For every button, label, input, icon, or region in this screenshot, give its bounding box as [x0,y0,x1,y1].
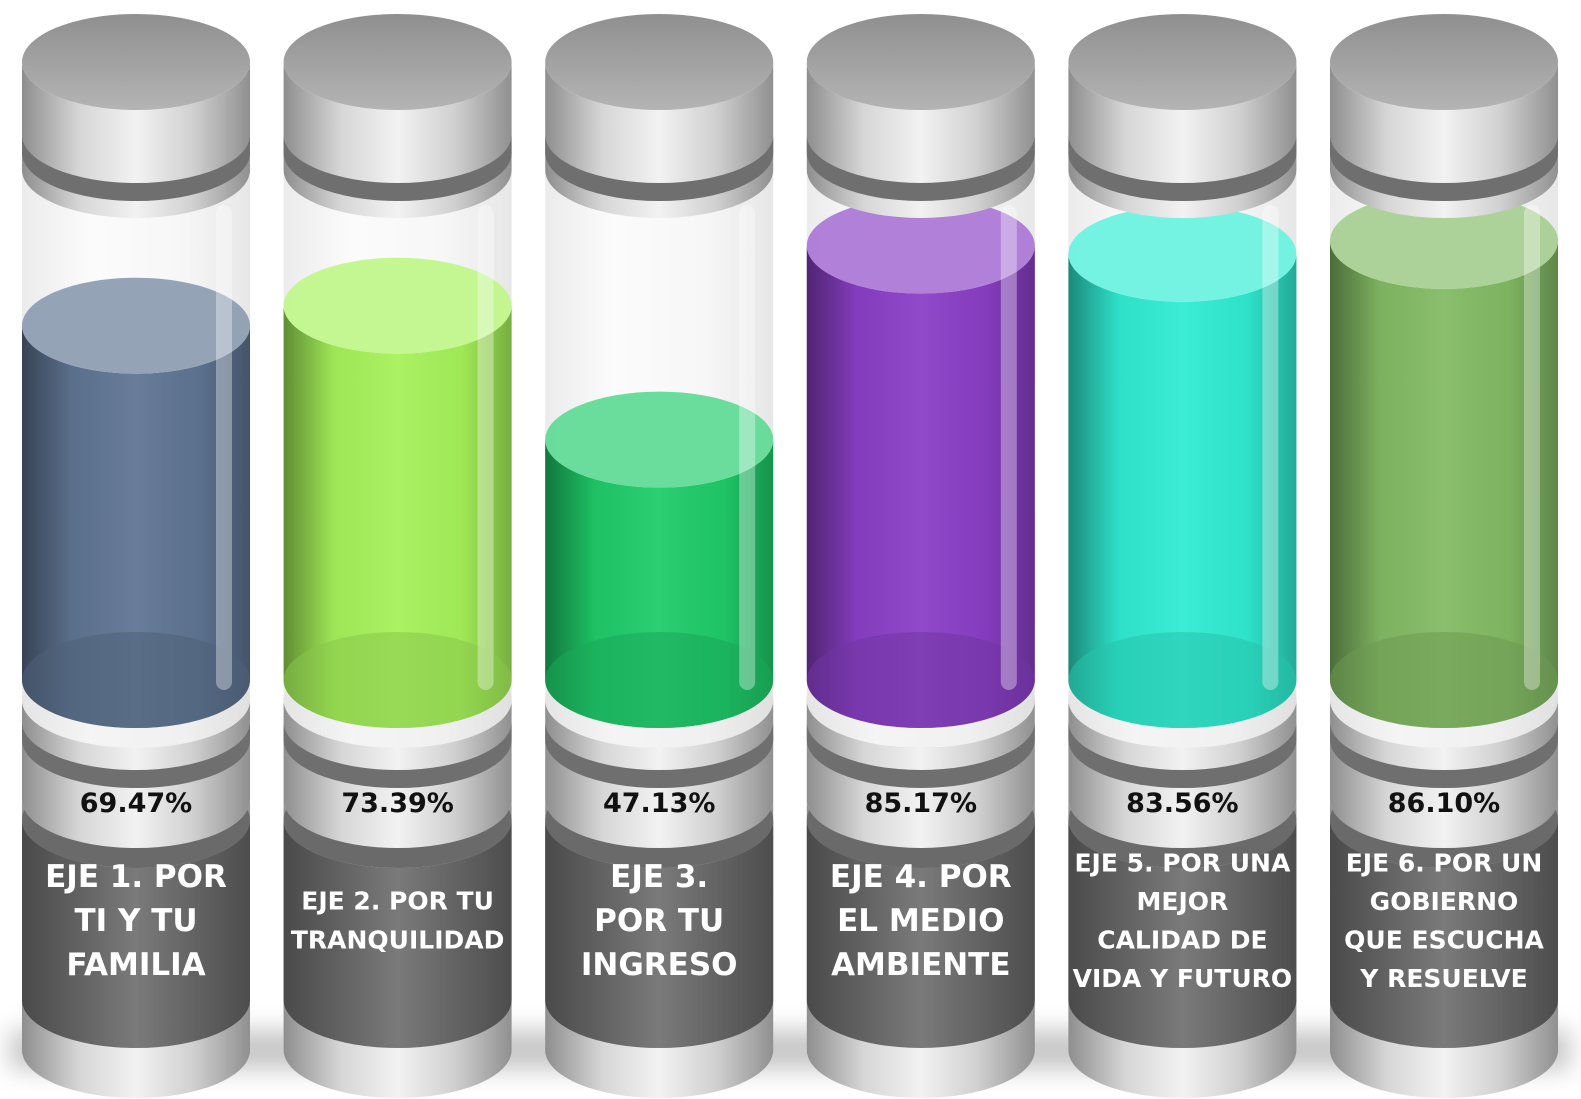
cylinder-6: 86.10% EJE 6. POR UN GOBIERNO QUE ESCUCHA Y … [1330,14,1558,1098]
liquid-top-surface [22,277,250,374]
category-label-line: MEJOR [1137,887,1229,916]
liquid-bar-shading [1330,240,1558,728]
liquid-bottom-ellipse [545,632,774,728]
value-label: 69.47% [80,788,192,819]
category-label-line: EJE 6. POR UN [1346,848,1543,877]
cylinder-label-band [806,820,1035,1048]
category-label: EJE 4. POR EL MEDIO AMBIENTE [830,859,1012,983]
liquid-bar-shading [283,305,512,728]
liquid-top-surface [1068,205,1297,302]
category-label: EJE 3. POR TU INGRESO [581,859,738,983]
glass-highlight [477,205,494,690]
value-label: 83.56% [1126,788,1238,819]
value-label: 47.13% [603,788,715,819]
cylinder-lower-ring [806,722,1035,788]
cylinder-4: 85.17% EJE 4. POR EL MEDIO AMBIENTE [806,14,1035,1098]
cylinder-5: 83.56% EJE 5. POR UNA MEJOR CALIDAD DE VIDA … [1068,14,1297,1098]
liquid-bottom-ellipse [22,632,250,728]
value-label: 86.10% [1388,788,1500,819]
category-label-line: GOBIERNO [1370,887,1519,916]
cylinder-lid [1330,14,1558,110]
category-label-line: VIDA Y FUTURO [1073,964,1293,993]
category-label-line: EJE 4. POR [830,859,1012,895]
liquid-bottom-ellipse [806,632,1035,728]
category-label: EJE 5. POR UNA MEJOR CALIDAD DE VIDA Y FUTU… [1073,848,1293,993]
category-label: EJE 1. POR TI Y TU FAMILIA [45,859,227,983]
category-label-line: TRANQUILIDAD [291,926,505,955]
category-label-line: EL MEDIO [837,903,1004,939]
category-label: EJE 2. POR TU TRANQUILIDAD [291,887,505,955]
cylinder-top-ring [283,135,512,201]
liquid-top-surface [1330,192,1558,289]
cylinder-lower-ring [1068,722,1297,789]
category-label-line: QUE ESCUCHA [1344,925,1544,954]
cylinder-lid [545,14,774,110]
floor-shadow [10,1030,1570,1070]
category-label-line: Y RESUELVE [1359,964,1527,993]
cylinder-lower-ring [545,722,774,789]
cylinder-lower-ring [1330,722,1558,788]
cylinder-label-band [283,820,512,1048]
category-label-line: EJE 5. POR UNA [1074,848,1291,877]
liquid-top-surface [806,197,1035,294]
cylinder-lower-ring [283,722,512,789]
glass-highlight [1524,205,1540,690]
floor-shadow-band [10,1030,1570,1070]
liquid-bottom-ellipse [283,632,512,728]
liquid-bar-shading [1068,253,1297,728]
category-label-line: CALIDAD DE [1097,925,1267,954]
cylinder-lid [806,14,1035,110]
liquid-bottom-ellipse [1330,632,1558,728]
liquid-top-surface [545,391,774,488]
cylinder-series: 69.47% EJE 1. POR TI Y TU FAMILIA 73.39% EJE … [22,14,1558,1098]
cylinder-lid [22,14,250,110]
category-label-line: POR TU [594,903,724,939]
cylinder-label-band [545,820,774,1048]
liquid-bottom-ellipse [1068,632,1297,728]
category-label-line: EJE 1. POR [45,859,227,895]
category-label-line: INGRESO [581,947,738,983]
category-label-line: AMBIENTE [831,947,1010,983]
value-label: 85.17% [865,788,977,819]
cylinder-lid [1068,14,1297,110]
cylinder-top-ring [545,135,774,201]
cylinder-lower-ring [22,722,250,788]
cylinder-1: 69.47% EJE 1. POR TI Y TU FAMILIA [22,14,250,1098]
category-label: EJE 6. POR UN GOBIERNO QUE ESCUCHA Y RESUEL… [1344,848,1544,993]
cylinder-top-ring [806,135,1035,201]
cylinder-label-band [1068,820,1297,1048]
liquid-bar-shading [806,245,1035,728]
category-label-line: TI Y TU [74,903,197,939]
glass-highlight [216,205,232,690]
cylinder-label-band [22,820,250,1048]
category-label-line: EJE 2. POR TU [301,887,494,916]
category-label-line: FAMILIA [66,947,205,983]
cylinder-label-band [1330,820,1558,1048]
cylinder-top-ring [1068,135,1297,201]
category-label-line: EJE 3. [610,859,708,895]
cylinder-3: 47.13% EJE 3. POR TU INGRESO [545,14,774,1098]
cylinder-2: 73.39% EJE 2. POR TU TRANQUILIDAD [283,14,512,1098]
liquid-top-surface [283,257,512,354]
cylinder-top-ring [1330,135,1558,201]
glass-highlight [1000,205,1017,690]
value-label: 73.39% [341,788,453,819]
glass-highlight [739,205,756,690]
cylinder-top-ring [22,135,250,201]
cylinder-lid [283,14,512,110]
liquid-bar-shading [22,325,250,728]
glass-highlight [1262,205,1279,690]
